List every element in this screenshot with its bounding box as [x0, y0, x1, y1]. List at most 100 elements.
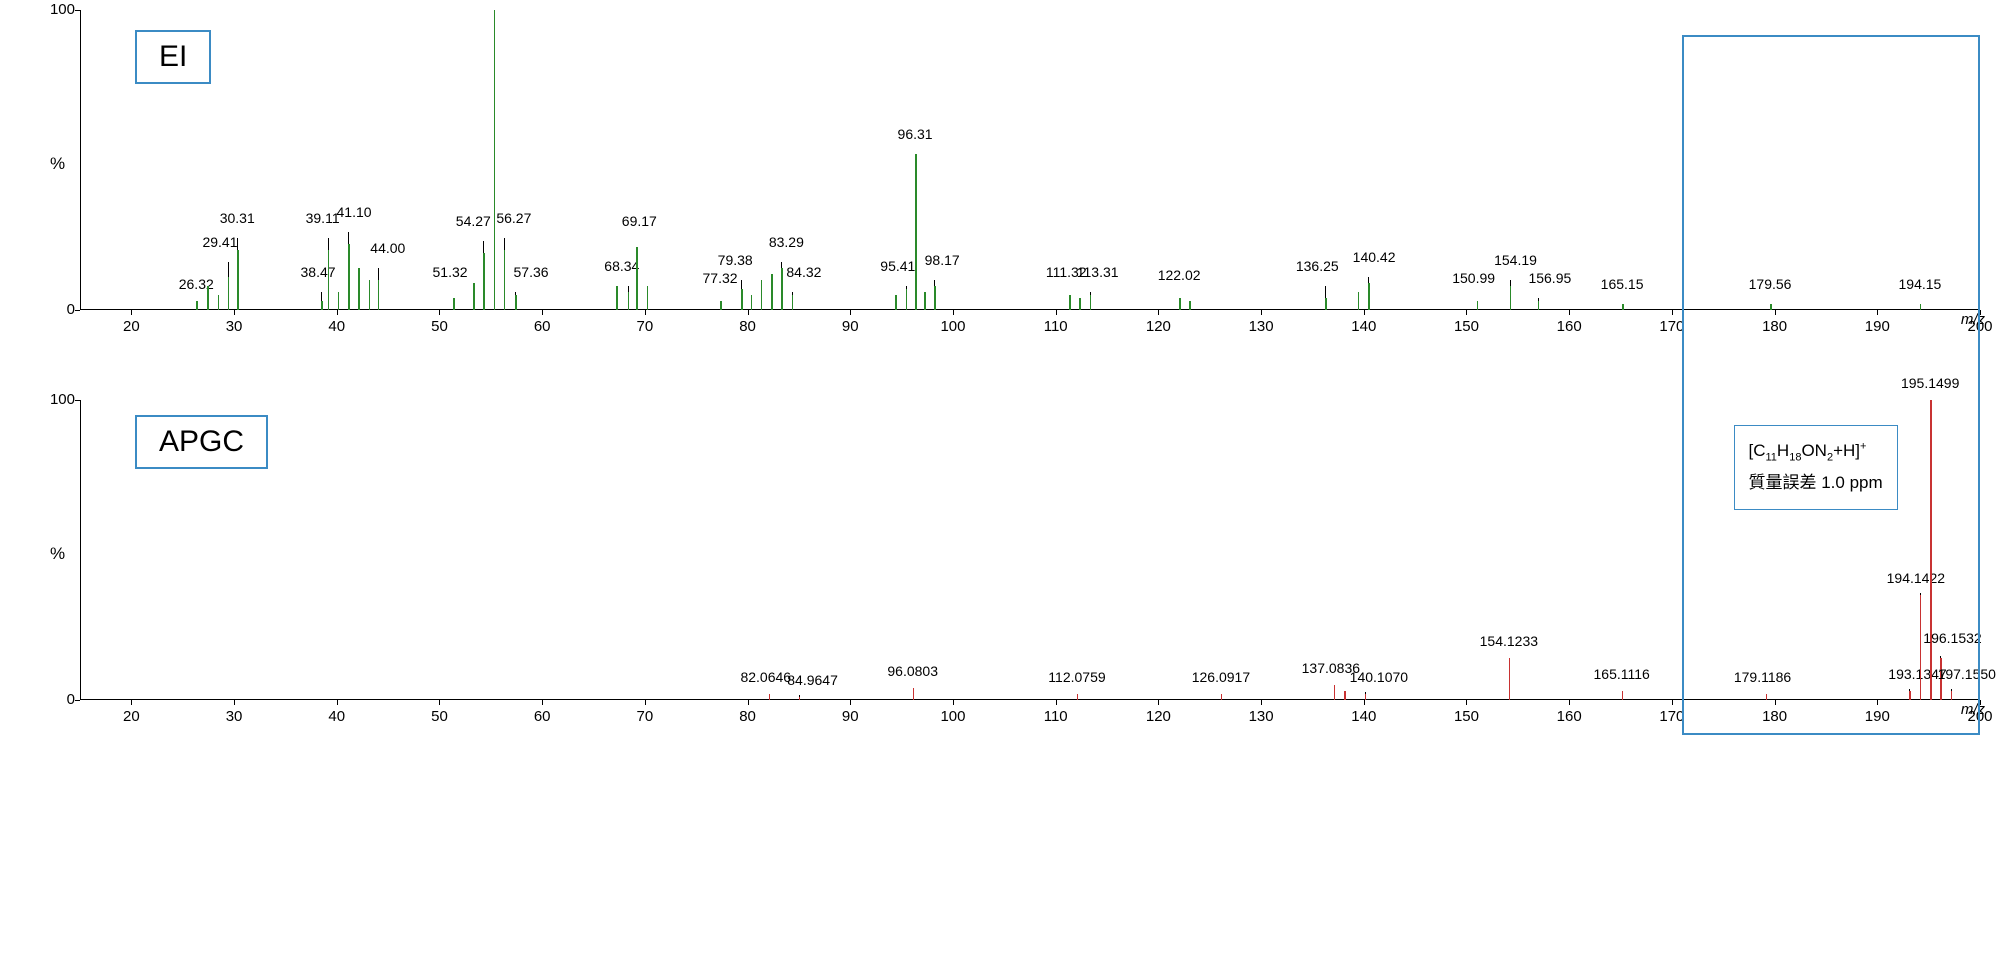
x-tick-label: 70 [637, 708, 654, 725]
peak-label-line [799, 695, 800, 697]
peak [799, 697, 801, 700]
peak-label: 77.32 [703, 270, 738, 286]
peak [1189, 301, 1191, 310]
annotation-mass-error: 質量誤差 1.0 ppm [1749, 468, 1883, 499]
x-tick-label: 50 [431, 318, 448, 335]
peak [473, 283, 475, 310]
peak [1325, 298, 1327, 310]
apgc-y-axis [80, 400, 81, 700]
x-tick [1672, 700, 1673, 705]
x-tick-label: 120 [1146, 708, 1171, 725]
x-tick-label: 60 [534, 318, 551, 335]
peak [378, 280, 380, 310]
peak [1179, 298, 1181, 310]
peak-label: 41.10 [337, 204, 372, 220]
x-tick-label: 100 [940, 318, 965, 335]
peak [628, 292, 630, 310]
peak [494, 10, 496, 310]
x-tick-label: 90 [842, 708, 859, 725]
peak-label: 113.31 [1077, 264, 1119, 280]
peak-label: 68.34 [604, 258, 639, 274]
peak-label: 165.1116 [1594, 666, 1650, 682]
y-tick-label: 100 [45, 391, 75, 408]
apgc-legend-text: APGC [159, 425, 244, 458]
peak [348, 244, 350, 310]
peak [647, 286, 649, 310]
peak-label-line [504, 238, 505, 250]
x-tick [1569, 700, 1570, 705]
x-tick [439, 310, 440, 315]
peak [1344, 691, 1346, 700]
peak-label-line [1368, 277, 1369, 283]
peak-label: 69.17 [622, 213, 657, 229]
ei-legend-text: EI [159, 40, 187, 73]
peak-label-line [1510, 280, 1511, 286]
peak-label: 82.0646 [740, 669, 791, 685]
peak-label: 51.32 [432, 264, 467, 280]
peak-label-line [483, 241, 484, 253]
x-tick [1056, 700, 1057, 705]
peak [338, 292, 340, 310]
x-tick [1261, 310, 1262, 315]
x-tick-label: 110 [1044, 318, 1068, 335]
x-tick [234, 310, 235, 315]
peak [741, 289, 743, 310]
x-tick [1466, 700, 1467, 705]
peak [358, 268, 360, 310]
peak-label-line [237, 238, 238, 250]
peak-label: 54.27 [456, 213, 491, 229]
y-tick [75, 10, 80, 11]
x-tick [850, 700, 851, 705]
peak-label: 122.02 [1158, 267, 1201, 283]
peak-label: 79.38 [718, 252, 753, 268]
x-tick-label: 90 [842, 318, 859, 335]
x-tick [1158, 700, 1159, 705]
ei-legend-box: EI [135, 30, 211, 84]
x-tick [131, 700, 132, 705]
peak [769, 694, 771, 700]
peak [237, 250, 239, 310]
peak [321, 301, 323, 310]
peak-label: 84.9647 [787, 672, 838, 688]
peak-label: 156.95 [1528, 270, 1571, 286]
peak-label-line [741, 280, 742, 289]
peak-label: 56.27 [496, 210, 531, 226]
peak-label: 39.11 [306, 210, 340, 226]
y-tick [75, 310, 80, 311]
x-tick [1364, 310, 1365, 315]
peak-label-line [348, 232, 349, 244]
x-tick-label: 160 [1557, 708, 1582, 725]
x-tick-label: 170 [1659, 708, 1684, 725]
peak [1622, 691, 1624, 700]
x-tick [1980, 700, 1981, 705]
x-tick [1056, 310, 1057, 315]
peak-label-line [228, 262, 229, 277]
x-tick-label: 30 [226, 318, 243, 335]
peak-label: 30.31 [220, 210, 255, 226]
x-tick-label: 60 [534, 708, 551, 725]
x-tick-label: 140 [1351, 708, 1376, 725]
x-tick [953, 700, 954, 705]
annotation-formula: [C11H18ON2+H]+ [1749, 436, 1883, 468]
peak-label: 165.15 [1601, 276, 1644, 292]
annotation-box: [C11H18ON2+H]+ 質量誤差 1.0 ppm [1734, 425, 1898, 510]
peak [1622, 304, 1624, 310]
peak [934, 286, 936, 310]
x-tick-label: 140 [1351, 318, 1376, 335]
peak-label-line [934, 280, 935, 286]
peak-label-line [792, 292, 793, 295]
peak [720, 301, 722, 310]
peak [1477, 301, 1479, 310]
peak-label: 154.1233 [1480, 633, 1538, 649]
x-tick-label: 30 [226, 708, 243, 725]
peak [1334, 685, 1336, 700]
peak-label-line [906, 286, 907, 289]
peak [915, 154, 917, 310]
y-tick [75, 400, 80, 401]
x-tick-label: 20 [123, 318, 140, 335]
peak [1069, 295, 1071, 310]
apgc-y-label: % [50, 544, 65, 564]
x-tick-label: 20 [123, 708, 140, 725]
x-tick [1569, 310, 1570, 315]
peak-label: 136.25 [1296, 258, 1339, 274]
